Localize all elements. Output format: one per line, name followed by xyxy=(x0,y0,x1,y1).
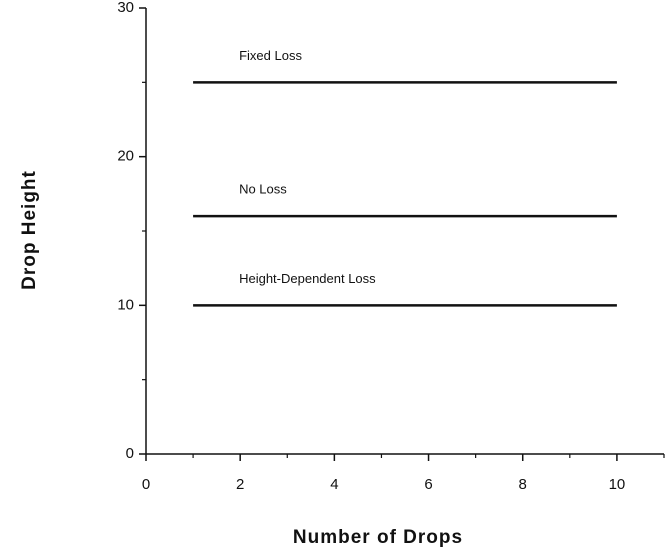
y-tick-label: 10 xyxy=(117,296,134,313)
y-tick-label: 30 xyxy=(117,0,134,16)
x-tick-label: 0 xyxy=(142,476,150,493)
y-axis-label: Drop Height xyxy=(19,170,40,290)
x-axis-label: Number of Drops xyxy=(293,527,463,548)
x-tick-label: 2 xyxy=(236,476,244,493)
line-label: Height-Dependent Loss xyxy=(239,271,376,286)
x-tick-label: 6 xyxy=(424,476,432,493)
x-tick-label: 10 xyxy=(609,476,626,493)
line-label: No Loss xyxy=(239,182,287,197)
y-tick-label: 0 xyxy=(126,445,134,462)
x-tick-label: 4 xyxy=(330,476,338,493)
line-label: Fixed Loss xyxy=(239,48,302,63)
x-tick-label: 8 xyxy=(519,476,527,493)
y-tick-label: 20 xyxy=(117,148,134,165)
